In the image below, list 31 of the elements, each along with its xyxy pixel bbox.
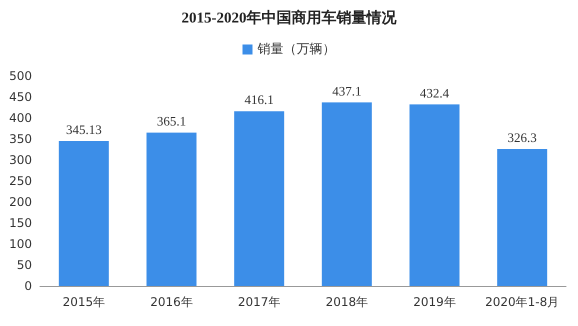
y-tick-label: 450	[9, 90, 32, 104]
y-tick-label: 350	[9, 132, 32, 146]
bar	[497, 148, 548, 286]
y-tick-label: 400	[9, 111, 32, 125]
x-tick-label: 2017年	[238, 295, 280, 309]
bar	[146, 132, 196, 286]
data-label: 326.3	[508, 130, 537, 145]
data-label: 345.13	[66, 122, 102, 138]
y-tick-label: 50	[16, 258, 32, 272]
x-tick-label: 2018年	[326, 295, 368, 309]
y-tick-label: 200	[9, 195, 32, 209]
y-tick-label: 100	[9, 237, 32, 251]
data-label: 416.1	[244, 92, 274, 108]
x-tick-label: 2020年1-8月	[485, 295, 560, 309]
data-label: 365.1	[156, 114, 186, 129]
legend-label: 销量（万辆）	[256, 42, 336, 57]
chart-title: 2015-2020年中国商用车销量情况	[182, 8, 398, 26]
bar	[410, 104, 460, 286]
bar	[234, 111, 284, 286]
data-label: 432.4	[420, 85, 450, 100]
x-tick-label: 2015年	[62, 295, 106, 309]
data-label: 437.1	[332, 83, 362, 98]
y-tick-label: 500	[9, 69, 32, 83]
bar	[58, 141, 109, 286]
x-tick-label: 2016年	[150, 295, 193, 309]
y-tick-label: 150	[9, 216, 32, 230]
y-tick-label: 0	[24, 279, 32, 293]
bar	[322, 102, 372, 286]
y-tick-label: 300	[9, 153, 32, 167]
y-tick-label: 250	[9, 174, 32, 188]
x-tick-label: 2019年	[413, 295, 456, 309]
